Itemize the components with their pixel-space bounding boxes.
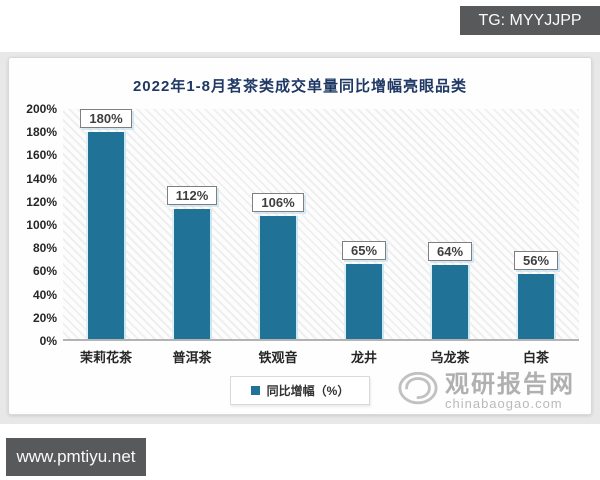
bar (518, 274, 554, 339)
x-axis-category-label: 乌龙茶 (430, 350, 470, 365)
bar-value-label: 64% (427, 241, 473, 261)
bar-slot: 56% (493, 109, 579, 339)
bar-slot: 64% (407, 109, 493, 339)
x-axis-category-label: 铁观音 (258, 350, 298, 365)
y-axis-tick-label: 20% (32, 310, 57, 325)
bar (260, 216, 296, 339)
bar-value-label: 56% (513, 251, 559, 271)
bar-slot: 180% (63, 109, 149, 339)
y-axis-tick-label: 100% (26, 218, 57, 232)
chart-title: 2022年1-8月茗茶类成交单量同比增幅亮眼品类 (132, 78, 468, 95)
legend: 同比增幅（%） (229, 376, 371, 405)
y-axis-tick-label: 60% (32, 264, 57, 279)
y-axis-tick-label: 180% (26, 125, 57, 140)
legend-swatch-icon (250, 386, 260, 395)
y-axis-tick-label: 160% (26, 148, 57, 163)
bar-value-label: 65% (341, 240, 387, 260)
tg-banner: TG: MYYJJPP (460, 6, 600, 35)
chart-body: 0% 20% 40% 60% 80% 100% 120% 140% 160% 180% 200% 1… (17, 102, 579, 348)
bar (174, 209, 210, 339)
site-url-banner: www.pmtiyu.net (6, 438, 146, 476)
bar (346, 263, 382, 339)
legend-label: 同比增幅（%） (266, 384, 350, 398)
x-axis-category-label: 龙井 (350, 350, 377, 365)
bar-slot: 65% (321, 109, 407, 339)
y-axis-tick-label: 120% (26, 194, 57, 209)
y-axis-tick-label: 0% (39, 334, 57, 348)
x-axis-category-label: 茉莉花茶 (79, 350, 132, 365)
bar (432, 264, 468, 339)
bar-value-label: 180% (80, 109, 132, 128)
y-axis-tick-label: 140% (26, 171, 57, 186)
legend-row: 同比增幅（%） (9, 376, 591, 405)
bar-value-label: 112% (166, 186, 218, 206)
chart-panel: 2022年1-8月茗茶类成交单量同比增幅亮眼品类 0% 20% 40% 60% 80% 1… (8, 57, 592, 415)
y-axis: 0% 20% 40% 60% 80% 100% 120% 140% 160% 180% 200% (17, 102, 63, 348)
bar (88, 132, 124, 339)
chart-outer-band: 2022年1-8月茗茶类成交单量同比增幅亮眼品类 0% 20% 40% 60% 80% 1… (0, 52, 600, 424)
bar-slot: 106% (235, 109, 321, 339)
y-axis-tick-label: 80% (32, 241, 57, 256)
x-axis-category-label: 白茶 (522, 350, 549, 365)
x-axis-category-label: 普洱茶 (172, 350, 212, 365)
bar-slot: 112% (149, 109, 235, 339)
bar-value-label: 106% (252, 193, 304, 213)
x-axis-labels: 茉莉花茶 普洱茶 铁观音 龙井 乌龙茶 白茶 (63, 347, 579, 366)
plot-area: 180% 112% 106% 65% 64% 56% (63, 109, 579, 341)
y-axis-tick-label: 200% (26, 102, 57, 116)
y-axis-tick-label: 40% (32, 287, 57, 302)
